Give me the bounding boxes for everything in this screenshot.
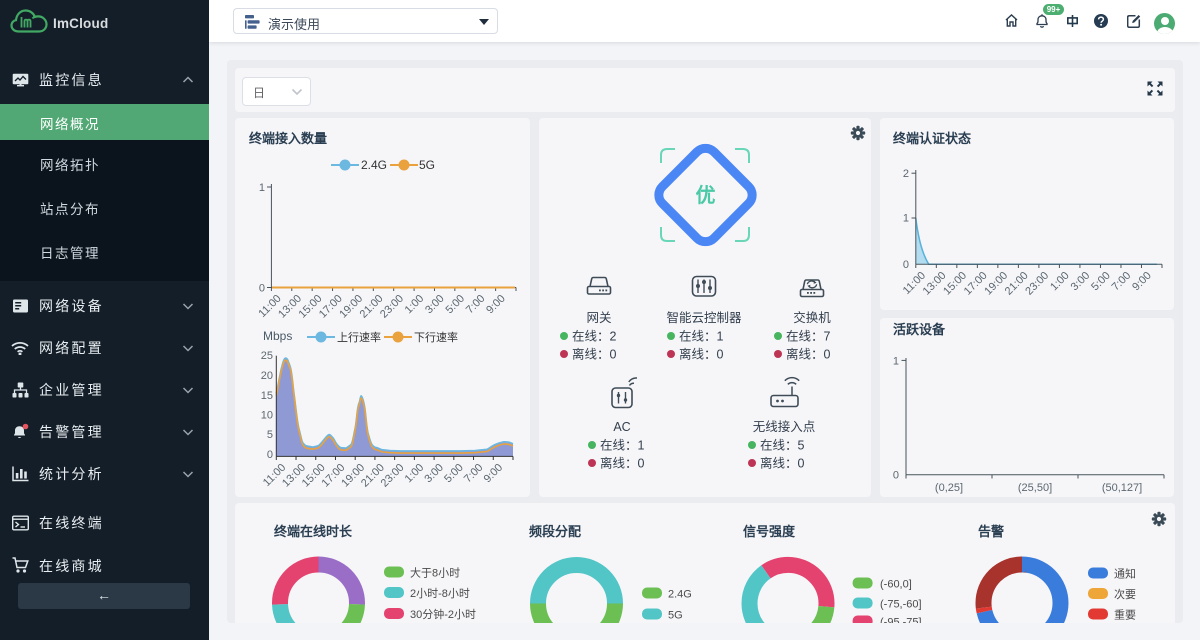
svg-text:终端接入数量: 终端接入数量 [249, 131, 327, 146]
svg-text:频段分配: 频段分配 [529, 524, 581, 539]
svg-text:离线：0: 离线：0 [760, 456, 805, 471]
svg-text:终端认证状态: 终端认证状态 [893, 131, 971, 146]
svg-text:25: 25 [261, 350, 273, 362]
svg-text:在线：1: 在线：1 [600, 439, 645, 453]
svg-text:1: 1 [893, 355, 899, 367]
svg-text:7:00: 7:00 [462, 462, 486, 486]
svg-text:0: 0 [893, 469, 899, 481]
svg-text:2.4G: 2.4G [668, 589, 692, 601]
svg-text:(50,127]: (50,127] [1102, 482, 1142, 494]
svg-text:重要: 重要 [1114, 608, 1136, 622]
svg-text:15: 15 [261, 390, 273, 402]
svg-text:9:00: 9:00 [482, 462, 506, 486]
svg-text:5G: 5G [668, 610, 683, 622]
svg-text:离线：0: 离线：0 [679, 347, 724, 362]
svg-text:在线：1: 在线：1 [679, 330, 724, 344]
svg-text:0: 0 [259, 283, 265, 295]
svg-text:2.4G: 2.4G [361, 158, 387, 172]
svg-text:Mbps: Mbps [263, 329, 292, 343]
svg-text:9:00: 9:00 [1130, 270, 1154, 294]
svg-text:活跃设备: 活跃设备 [893, 322, 946, 337]
svg-text:10: 10 [261, 410, 273, 422]
svg-text:(0,25]: (0,25] [935, 482, 963, 494]
svg-text:离线：0: 离线：0 [786, 347, 831, 362]
svg-text:次要: 次要 [1114, 587, 1136, 601]
svg-text:离线：0: 离线：0 [572, 347, 617, 362]
svg-text:3:00: 3:00 [422, 462, 446, 486]
svg-text:(-60,0]: (-60,0] [880, 579, 912, 591]
svg-text:离线：0: 离线：0 [600, 456, 645, 471]
svg-text:23:00: 23:00 [378, 293, 406, 321]
svg-text:AC: AC [613, 420, 630, 434]
svg-text:大于8小时: 大于8小时 [410, 566, 460, 580]
svg-text:(-95,-75]: (-95,-75] [880, 617, 922, 624]
svg-text:无线接入点: 无线接入点 [753, 419, 816, 434]
svg-text:信号强度: 信号强度 [743, 524, 796, 539]
svg-text:终端在线时长: 终端在线时长 [274, 524, 353, 539]
svg-text:23:00: 23:00 [379, 462, 407, 490]
svg-text:在线：5: 在线：5 [760, 439, 805, 453]
svg-text:智能云控制器: 智能云控制器 [666, 310, 742, 325]
svg-text:2: 2 [903, 168, 909, 180]
svg-text:23:00: 23:00 [1023, 270, 1051, 298]
svg-text:5:00: 5:00 [442, 462, 466, 486]
svg-text:0: 0 [267, 449, 273, 461]
svg-text:上行速率: 上行速率 [337, 330, 381, 344]
svg-text:在线：7: 在线：7 [786, 330, 831, 344]
svg-text:1:00: 1:00 [403, 293, 427, 317]
svg-text:5:00: 5:00 [443, 293, 467, 317]
svg-text:告警: 告警 [978, 524, 1004, 539]
svg-text:0: 0 [903, 259, 909, 271]
svg-text:通知: 通知 [1114, 567, 1136, 581]
svg-text:7:00: 7:00 [1110, 270, 1134, 294]
svg-text:1: 1 [259, 182, 265, 194]
svg-text:3:00: 3:00 [423, 293, 447, 317]
svg-text:交换机: 交换机 [793, 310, 831, 325]
svg-text:(25,50]: (25,50] [1018, 482, 1052, 494]
svg-text:1: 1 [903, 213, 909, 225]
svg-text:1:00: 1:00 [403, 462, 427, 486]
svg-text:在线：2: 在线：2 [572, 330, 617, 344]
svg-text:下行速率: 下行速率 [414, 330, 458, 344]
svg-text:网关: 网关 [586, 311, 611, 325]
svg-text:2小时-8小时: 2小时-8小时 [410, 587, 470, 600]
svg-text:5:00: 5:00 [1089, 270, 1113, 294]
svg-text:3:00: 3:00 [1069, 270, 1093, 294]
svg-text:优: 优 [696, 183, 716, 207]
svg-text:30分钟-2小时: 30分钟-2小时 [410, 607, 476, 621]
svg-text:5: 5 [267, 429, 273, 441]
svg-text:7:00: 7:00 [464, 293, 488, 317]
svg-text:9:00: 9:00 [484, 293, 508, 317]
svg-text:1:00: 1:00 [1048, 270, 1072, 294]
svg-text:20: 20 [261, 370, 273, 382]
svg-text:(-75,-60]: (-75,-60] [880, 599, 922, 611]
svg-text:5G: 5G [419, 158, 435, 172]
